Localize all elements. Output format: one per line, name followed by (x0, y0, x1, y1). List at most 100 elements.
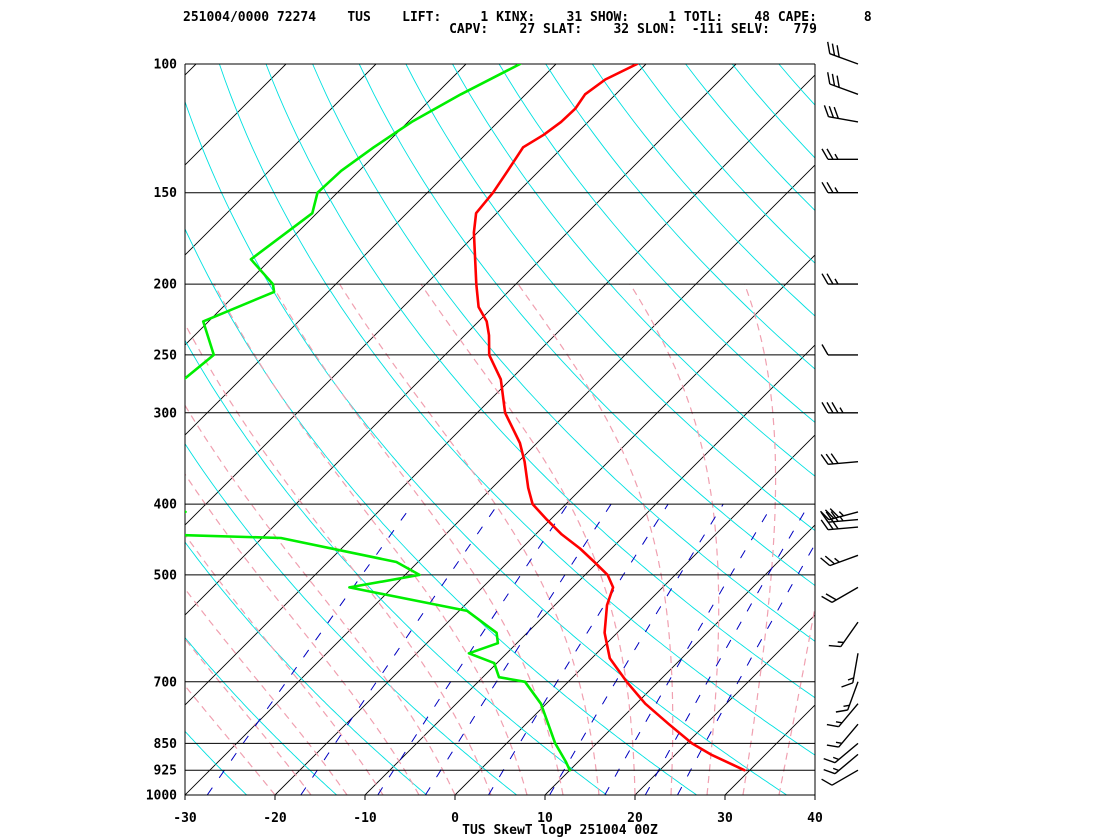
pressure-tick-label: 250 (154, 348, 178, 363)
wind-barb-half-feather (838, 511, 844, 517)
temp-tick-label: -20 (263, 811, 287, 826)
moist-adiabat-line (517, 283, 674, 795)
temp-tick-label: -10 (353, 811, 377, 826)
dry-adiabat-line (218, 64, 815, 756)
dry-adiabat-line (498, 64, 815, 424)
moist-adiabat-line (271, 283, 564, 795)
moist-adiabat-line (213, 283, 528, 795)
moist-adiabat-line (742, 283, 777, 795)
isotherm-line (634, 614, 815, 795)
wind-barb-shaft (829, 53, 859, 65)
wind-barb-feather (826, 181, 834, 194)
pressure-tick-label: 1000 (146, 789, 177, 804)
dry-adiabat-line (685, 64, 815, 212)
moist-adiabat-line (185, 684, 276, 795)
isotherm-line (185, 164, 815, 795)
temp-tick-label: 0 (451, 811, 459, 826)
wind-barb-feather (836, 45, 840, 58)
wind-barb-feather (821, 402, 829, 414)
isotherm-line (185, 74, 815, 706)
plot-frame (184, 63, 816, 800)
temperature-trace (472, 64, 746, 772)
wind-barb-feather (826, 273, 834, 285)
wind-barb-feather (830, 453, 839, 464)
isotherm-line (544, 524, 815, 795)
dry-adiabat-line (185, 442, 517, 795)
wind-barb (828, 621, 859, 648)
wind-barb-feather (833, 106, 839, 119)
wind-barb (821, 148, 858, 161)
wind-barb-feather (825, 518, 834, 530)
wind-barb-feather (821, 344, 829, 356)
dry-adiabat-line (545, 64, 815, 370)
moist-adiabat-line (185, 473, 420, 795)
isotherm-line (185, 64, 647, 526)
isotherm-line (185, 64, 557, 436)
wind-barb (821, 273, 858, 285)
wind-barb (823, 105, 859, 123)
wind-barb-half-feather (834, 557, 840, 563)
wind-barb-feather (827, 41, 831, 54)
dry-adiabat-line (731, 64, 815, 159)
wind-barb-feather (820, 519, 829, 531)
wind-barb-feather (830, 518, 839, 530)
wind-barb (820, 518, 859, 531)
wind-barb-feather (821, 595, 833, 604)
wind-barb-shaft (834, 753, 859, 775)
wind-barb (841, 653, 859, 688)
wind-barb-feather (836, 75, 840, 88)
wind-barb-half-feather (834, 278, 839, 285)
wind-barb-shaft (831, 586, 859, 604)
wind-barb-feather (820, 454, 829, 465)
temp-tick-label: 30 (717, 811, 733, 826)
wind-barb (821, 769, 859, 786)
wind-barb (826, 723, 859, 748)
wind-barb-half-feather (847, 677, 854, 681)
wind-barb (823, 742, 859, 764)
wind-barb-feather (821, 148, 829, 160)
temp-tick-label: -30 (173, 811, 197, 826)
isotherm-line (185, 64, 467, 346)
wind-barb-shaft (831, 769, 859, 786)
dry-adiabat-line (185, 227, 697, 795)
wind-barb (821, 344, 858, 356)
isotherm-line (185, 64, 377, 256)
pressure-tick-label: 400 (154, 498, 178, 513)
pressure-tick-label: 925 (154, 764, 177, 779)
dry-adiabat-line (825, 64, 1120, 795)
wind-barb-feather (831, 402, 839, 414)
dry-adiabat-line (1059, 64, 1120, 795)
wind-barb-feather (827, 72, 831, 85)
wind-barb-feather (828, 644, 841, 648)
sounding-traces (185, 64, 746, 772)
pressure-tick-label: 100 (154, 58, 178, 73)
dry-adiabat-line (965, 64, 1120, 795)
moist-adiabat-line (185, 322, 492, 795)
pressure-tick-label: 500 (154, 568, 178, 583)
isotherm-line (0, 64, 16, 795)
wind-barb-feather (820, 557, 831, 567)
wind-barbs (820, 41, 859, 786)
wind-barb (820, 453, 859, 465)
moist-adiabat-line (778, 603, 815, 795)
mixing-ratio-line (424, 503, 612, 795)
mixing-ratio-line (677, 543, 815, 795)
wind-barb-feather (823, 768, 836, 775)
dry-adiabat-line (358, 64, 815, 587)
pressure-tick-label: 150 (154, 186, 178, 201)
wind-barb-half-feather (843, 704, 850, 707)
dry-adiabat-line (638, 64, 815, 264)
mixing-ratio-line (206, 503, 414, 795)
moist-adiabat-line (185, 533, 384, 795)
wind-barb-feather (821, 181, 829, 194)
moist-adiabat-line (420, 283, 636, 795)
wind-barb-feather (828, 106, 835, 118)
header-line-1: 251004/0000 72274 TUS LIFT: 1 KINX: 31 S… (183, 10, 872, 25)
wind-barb-feather (825, 453, 834, 465)
wind-barb (835, 681, 859, 713)
wind-barb-shaft (847, 681, 859, 711)
wind-barb-feather (831, 43, 836, 56)
wind-barb-feather (841, 682, 854, 688)
